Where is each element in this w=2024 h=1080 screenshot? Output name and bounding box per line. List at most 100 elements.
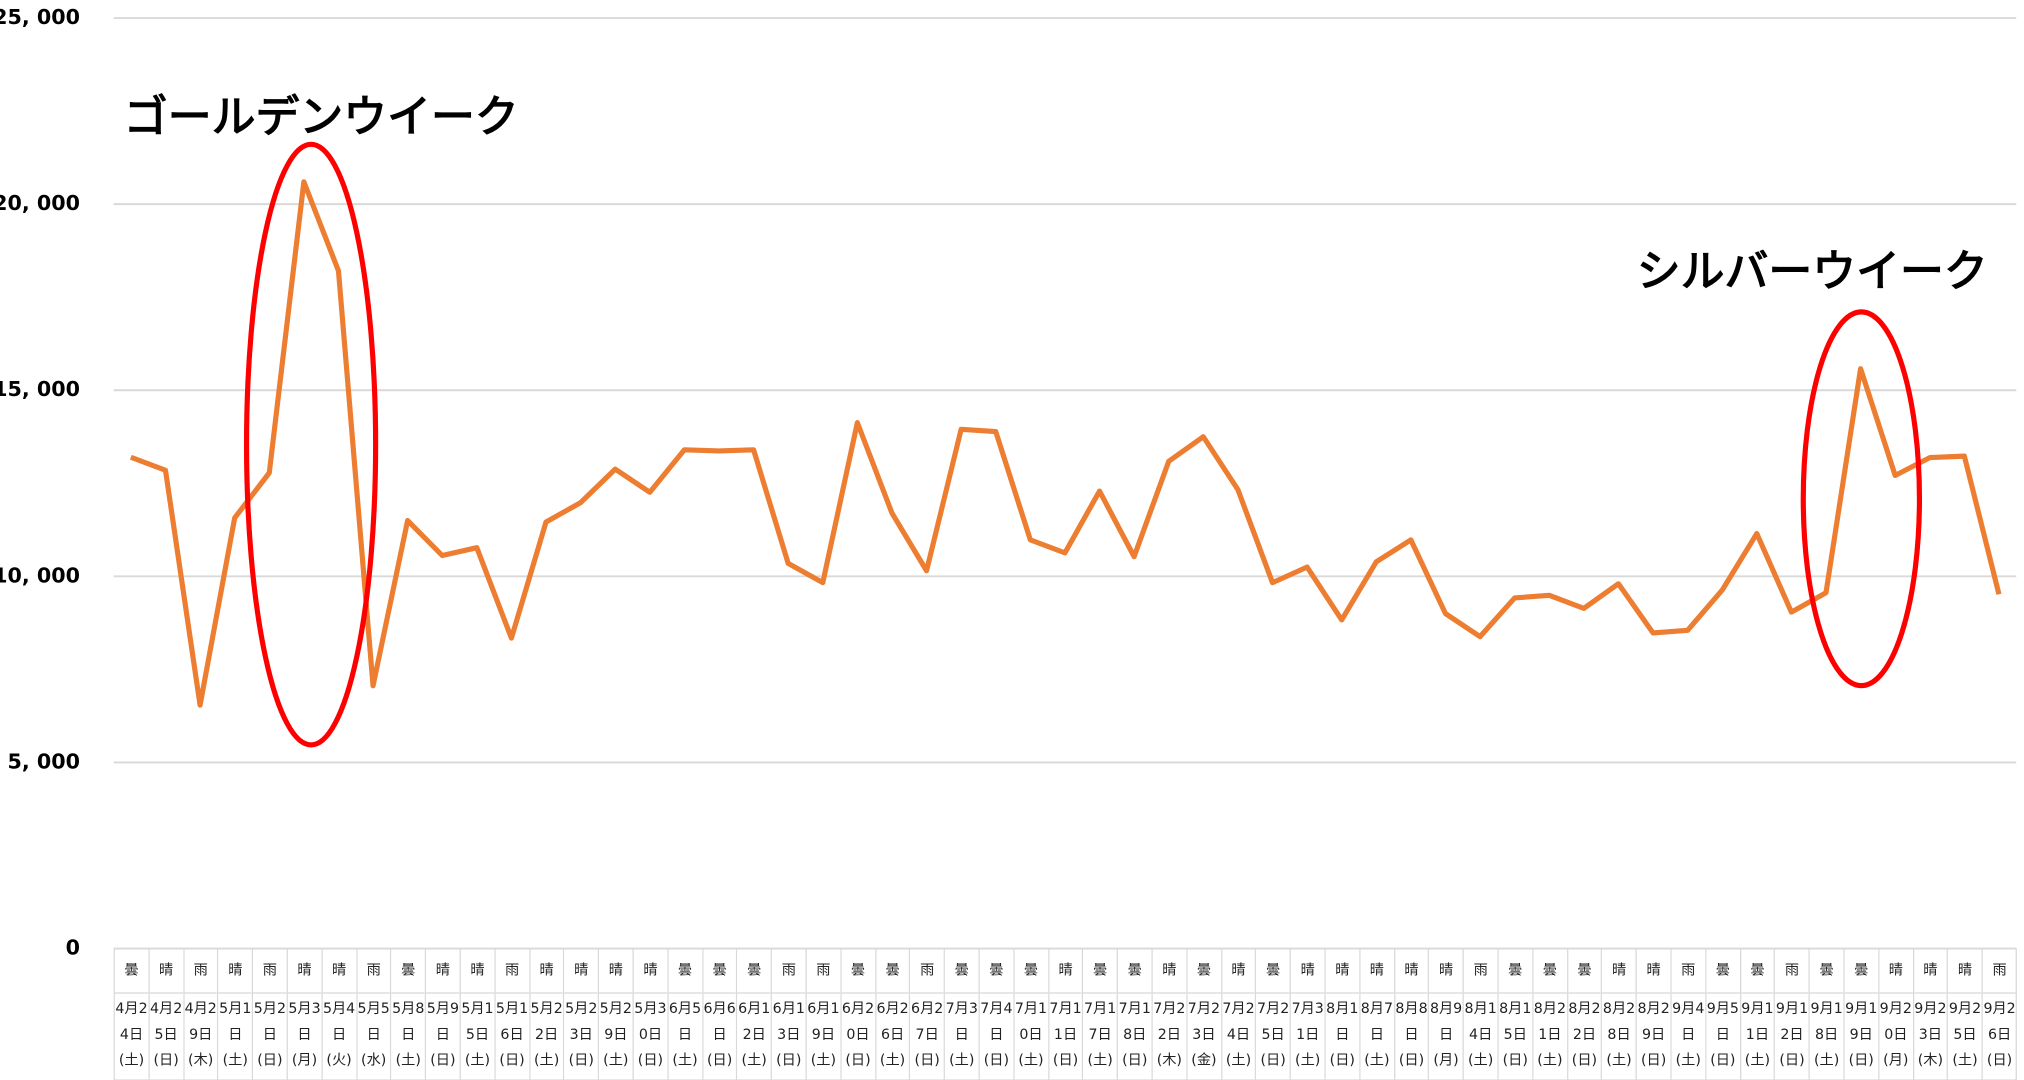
x-tick-label: 6月13日(日)	[772, 1000, 805, 1069]
x-tick-cell: 雨 5月16日(日)	[494, 948, 529, 1080]
x-tick-cell: 晴 5月15日(土)	[459, 948, 495, 1080]
x-tick-label: 7月23日(金)	[1187, 1000, 1221, 1069]
x-tick-cell: 雨 6月13日(日)	[770, 948, 806, 1080]
x-tick-label: 6月20日(日)	[841, 1000, 875, 1069]
x-tick-label: 9月12日(日)	[1775, 1000, 1809, 1069]
x-tick-cell: 雨 5月2日(日)	[251, 948, 287, 1080]
x-tick-cell: 曇 7月18日(日)	[1116, 948, 1152, 1080]
x-tick-label: 6月19日(土)	[807, 1000, 840, 1069]
x-tick-label: 7月25日(日)	[1256, 1000, 1290, 1069]
weather-label: 曇	[841, 949, 875, 994]
x-tick-cell: 晴 5月30日(日)	[632, 948, 668, 1080]
x-tick-label: 9月23日(木)	[1914, 1000, 1947, 1069]
x-tick-label: 8月29日(日)	[1637, 1000, 1670, 1069]
weather-label: 曇	[702, 949, 737, 994]
x-tick-label: 5月16日(日)	[495, 1000, 529, 1069]
x-tick-label: 8月9日(月)	[1429, 1000, 1463, 1069]
weather-label: 曇	[668, 949, 702, 994]
x-tick-label: 7月4日(日)	[980, 1000, 1013, 1069]
x-tick-label: 8月21日(土)	[1533, 1000, 1567, 1069]
x-tick-cell: 曇 7月25日(日)	[1255, 948, 1290, 1080]
x-tick-cell: 曇 6月5日(土)	[667, 948, 702, 1080]
x-tick-label: 8月28日(土)	[1602, 1000, 1636, 1069]
x-tick-cell: 曇 7月10日(土)	[1013, 948, 1048, 1080]
x-tick-cell: 雨 9月26日(日)	[1981, 948, 2017, 1080]
x-tick-label: 5月5日(水)	[357, 1000, 390, 1069]
x-tick-cell: 晴 7月24日(土)	[1220, 948, 1256, 1080]
x-tick-cell: 雨 6月13日(日)	[770, 948, 806, 1080]
x-tick-label: 6月12日(土)	[738, 1000, 771, 1069]
x-tick-cell: 曇 7月18日(日)	[1116, 948, 1152, 1080]
weather-label: 曇	[1256, 949, 1290, 994]
weather-label: 晴	[460, 949, 495, 994]
x-tick-label: 9月4日(土)	[1672, 1000, 1705, 1069]
x-tick-cell: 曇 7月10日(土)	[1013, 948, 1048, 1080]
x-tick-label: 9月20日(月)	[1879, 1000, 1912, 1069]
x-tick-cell: 曇 6月6日(日)	[701, 948, 737, 1080]
x-tick-label: 9月26日(日)	[1983, 1000, 2016, 1069]
x-tick-cell: 曇 9月11日(土)	[1739, 948, 1775, 1080]
x-tick-label: 8月22日(日)	[1568, 1000, 1601, 1069]
weather-label: 晴	[426, 949, 460, 994]
x-tick-cell: 晴 9月23日(木)	[1912, 948, 1948, 1080]
x-tick-cell: 晴 5月30日(日)	[632, 948, 668, 1080]
weather-label: 曇	[979, 949, 1014, 994]
x-tick-label: 5月22日(土)	[530, 1000, 563, 1069]
x-tick-label: 9月18日(土)	[1810, 1000, 1843, 1069]
x-tick-cell: 晴 7月11日(日)	[1047, 948, 1083, 1080]
weather-label: 雨	[772, 949, 806, 994]
weather-label: 曇	[1567, 949, 1602, 994]
weather-label: 雨	[1671, 949, 1705, 994]
x-tick-cell: 雨 8月14日(土)	[1462, 948, 1498, 1080]
x-tick-cell: 曇 9月11日(土)	[1739, 948, 1775, 1080]
weather-label: 雨	[1775, 949, 1809, 994]
weather-label: 晴	[1636, 949, 1671, 994]
weather-label: 晴	[1048, 949, 1083, 994]
weather-label: 曇	[875, 949, 910, 994]
x-tick-cell: 曇 8月22日(日)	[1566, 948, 1602, 1080]
x-tick-cell: 晴 8月9日(月)	[1428, 948, 1463, 1080]
x-tick-cell: 晴 7月24日(土)	[1220, 948, 1256, 1080]
x-tick-cell: 晴 5月29日(土)	[597, 948, 633, 1080]
x-tick-label: 4月24日(土)	[115, 1000, 148, 1069]
x-tick-label: 4月29日(木)	[184, 1000, 217, 1069]
x-tick-cell: 雨 4月29日(木)	[182, 948, 218, 1080]
x-tick-cell: 晴 8月28日(土)	[1601, 948, 1636, 1080]
x-tick-cell: 曇 7月4日(日)	[978, 948, 1014, 1080]
x-tick-cell: 曇 7月17日(土)	[1082, 948, 1117, 1080]
x-tick-label: 6月26日(土)	[876, 1000, 909, 1069]
x-tick-label: 5月30日(日)	[634, 1000, 667, 1069]
weather-label: 曇	[737, 949, 771, 994]
x-tick-cell: 雨 5月5日(水)	[355, 948, 391, 1080]
x-tick-cell: 晴 4月25日(日)	[148, 948, 183, 1080]
x-tick-cell: 曇 9月18日(土)	[1808, 948, 1844, 1080]
x-tick-label: 5月3日(月)	[288, 1000, 321, 1069]
y-tick-label: 20, 000	[0, 191, 80, 215]
x-tick-label: 5月1日(土)	[219, 1000, 252, 1069]
weather-label: 晴	[1394, 949, 1429, 994]
weather-label: 雨	[184, 949, 218, 994]
x-tick-cell: 晴 5月4日(火)	[321, 948, 356, 1080]
y-tick-label: 10, 000	[0, 563, 80, 587]
x-tick-cell: 晴 8月28日(土)	[1601, 948, 1636, 1080]
x-tick-cell: 晴 8月1日(日)	[1324, 948, 1359, 1080]
x-tick-label: 6月5日(土)	[668, 1000, 702, 1069]
x-tick-cell: 晴 8月9日(月)	[1428, 948, 1463, 1080]
x-tick-cell: 晴 8月29日(日)	[1635, 948, 1671, 1080]
x-tick-cell: 晴 8月1日(日)	[1324, 948, 1359, 1080]
y-tick-label: 5, 000	[8, 749, 80, 773]
weather-label: 曇	[114, 949, 149, 994]
x-tick-cell: 晴 5月9日(日)	[424, 948, 460, 1080]
x-tick-cell: 曇 8月15日(日)	[1497, 948, 1532, 1080]
weather-label: 曇	[391, 949, 425, 994]
x-tick-cell: 曇 9月5日(日)	[1704, 948, 1740, 1080]
x-tick-cell: 曇 4月24日(土)	[113, 948, 149, 1080]
weather-label: 晴	[599, 949, 633, 994]
weather-label: 晴	[564, 949, 598, 994]
weather-label: 晴	[1879, 949, 1913, 994]
highlight-ellipse	[1800, 309, 1923, 689]
weather-label: 雨	[1464, 949, 1498, 994]
annotation: シルバーウイーク	[1637, 246, 1988, 297]
x-tick-label: 6月27日(日)	[911, 1000, 944, 1069]
